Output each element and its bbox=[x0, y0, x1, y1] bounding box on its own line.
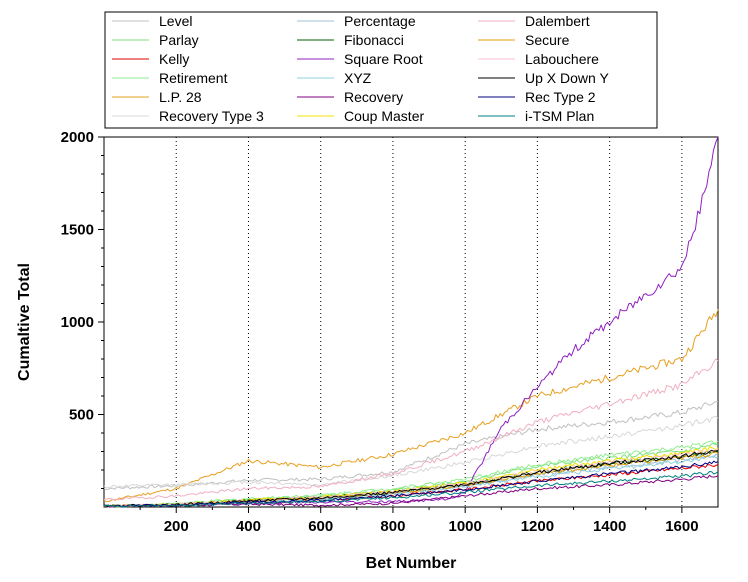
y-tick-label: 2000 bbox=[61, 129, 94, 146]
y-tick-label: 1000 bbox=[61, 314, 94, 331]
legend-box bbox=[104, 11, 658, 129]
series-line-12 bbox=[103, 358, 719, 501]
legend-label: i-TSM Plan bbox=[525, 108, 594, 124]
legend-label: Percentage bbox=[344, 13, 416, 29]
legend-label: Dalembert bbox=[525, 13, 590, 29]
x-tick-label: 1200 bbox=[521, 518, 554, 535]
legend-label: Level bbox=[159, 13, 192, 29]
legend-label: Kelly bbox=[159, 51, 189, 67]
x-tick-label: 400 bbox=[236, 518, 261, 535]
legend-label: Recovery Type 3 bbox=[159, 108, 264, 124]
series-line-4 bbox=[103, 308, 719, 503]
x-axis-title: Bet Number bbox=[366, 555, 457, 572]
y-tick-label: 500 bbox=[69, 407, 94, 424]
x-tick-label: 800 bbox=[380, 518, 405, 535]
legend-label: Up X Down Y bbox=[525, 70, 609, 86]
legend-label: Rec Type 2 bbox=[525, 89, 596, 105]
legend-label: Square Root bbox=[344, 51, 423, 67]
plot-area bbox=[103, 136, 719, 508]
series-line-5 bbox=[103, 415, 719, 489]
legend-label: Retirement bbox=[159, 70, 228, 86]
axes: 200 400 600 800 1000 1200 1400 1600 500 1000 1500 2… bbox=[61, 129, 699, 535]
series-line-16 bbox=[103, 460, 719, 508]
legend-label: Parlay bbox=[159, 32, 199, 48]
legend-label: Fibonacci bbox=[344, 32, 404, 48]
x-tick-label: 200 bbox=[164, 518, 189, 535]
x-tick-label: 1600 bbox=[665, 518, 698, 535]
legend: Level Parlay Kelly Retirement L.P. 28 Recover… bbox=[112, 13, 609, 124]
y-tick-label: 1500 bbox=[61, 222, 94, 239]
legend-label: Labouchere bbox=[525, 51, 599, 67]
series-layer bbox=[103, 136, 719, 508]
x-tick-label: 600 bbox=[308, 518, 333, 535]
legend-label: L.P. 28 bbox=[159, 89, 202, 105]
series-line-17 bbox=[103, 471, 719, 508]
legend-label: XYZ bbox=[344, 70, 372, 86]
x-tick-label: 1000 bbox=[448, 518, 481, 535]
legend-label: Coup Master bbox=[344, 108, 424, 124]
legend-label: Recovery bbox=[344, 89, 403, 105]
x-tick-label: 1400 bbox=[593, 518, 626, 535]
legend-label: Secure bbox=[525, 32, 570, 48]
y-axis-title: Cumaltive Total bbox=[16, 263, 33, 381]
series-line-0 bbox=[103, 401, 719, 491]
